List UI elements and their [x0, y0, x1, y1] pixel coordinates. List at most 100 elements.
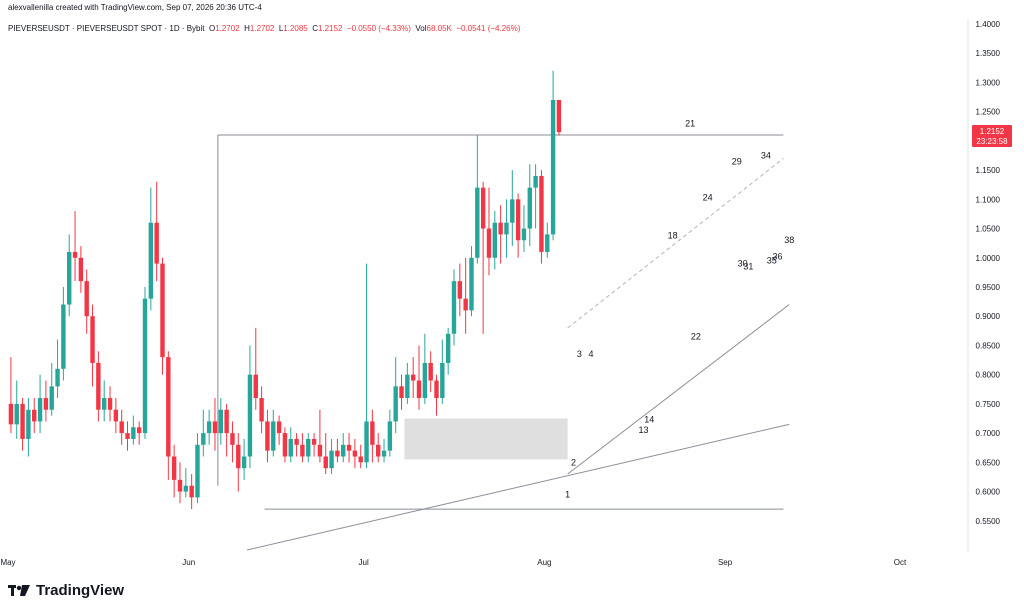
candle-body	[556, 99, 562, 133]
tradingview-brand[interactable]: TradingView	[8, 582, 124, 599]
candle-body	[317, 444, 323, 457]
candle-body	[486, 228, 492, 258]
candle-body	[247, 374, 253, 457]
current-price-label: 1.2152	[980, 127, 1005, 136]
wave-annotation: 38	[784, 235, 794, 245]
wave-annotation: 30	[738, 259, 748, 269]
candle-body	[527, 187, 532, 229]
candle-body	[288, 438, 293, 457]
wave-annotation: 3	[577, 349, 582, 359]
candle-body	[8, 403, 14, 425]
low-label: L	[278, 24, 284, 33]
candle-body	[195, 444, 200, 498]
y-tick-label: 1.3000	[976, 78, 1001, 87]
channel-dashed-line	[567, 158, 784, 329]
candle-body	[90, 316, 95, 363]
change-value: −0.0550 (−4.33%)	[346, 24, 411, 33]
y-tick-label: 1.1500	[976, 166, 1001, 175]
y-tick-label: 1.0000	[976, 254, 1001, 263]
candle-body	[545, 234, 550, 252]
open-label: O	[208, 24, 216, 33]
candle-body	[515, 199, 521, 241]
candle-body	[416, 380, 422, 399]
wave-annotation: 36	[773, 252, 783, 262]
candle-body	[171, 456, 177, 480]
y-tick-label: 0.5500	[976, 517, 1001, 526]
candle-body	[521, 228, 527, 241]
candle-body	[166, 357, 171, 457]
candle-body	[37, 398, 43, 422]
candle-body	[358, 456, 363, 463]
y-tick-label: 0.9500	[976, 283, 1001, 292]
candle-body	[259, 398, 264, 422]
volume-change: −0.0541 (−4.26%)	[456, 24, 521, 33]
x-tick-label: May	[0, 558, 15, 567]
candle-body	[253, 374, 258, 399]
candle-body	[393, 386, 398, 422]
wave-annotation: 13	[638, 425, 648, 435]
candle-body	[26, 409, 31, 439]
candle-body	[469, 257, 474, 311]
volume-value: 68.05K	[426, 24, 452, 33]
candle-body	[498, 222, 503, 235]
close-value: 1.2152	[317, 24, 343, 33]
candle-body	[224, 409, 229, 434]
candle-body	[236, 444, 241, 469]
candle-body	[300, 444, 305, 457]
candle-body	[55, 368, 60, 387]
long-trendline	[246, 423, 790, 551]
candle-body	[96, 362, 101, 410]
candle-body	[440, 362, 445, 399]
candle-body	[183, 485, 189, 492]
candle-body	[14, 403, 19, 425]
open-value: 1.2702	[215, 24, 240, 33]
y-tick-label: 1.4000	[976, 20, 1001, 29]
y-tick-label: 1.0500	[976, 225, 1001, 234]
y-tick-label: 0.7000	[976, 429, 1001, 438]
wave-annotation: 14	[644, 415, 654, 425]
candle-body	[306, 438, 311, 457]
candle-body	[101, 398, 107, 410]
tradingview-logo-icon	[8, 584, 30, 596]
candle-body	[475, 187, 480, 258]
candle-body	[148, 222, 154, 299]
wave-annotation: 24	[703, 193, 713, 203]
high-value: 1.2702	[249, 24, 275, 33]
candle-body	[294, 438, 299, 445]
candle-body	[189, 485, 194, 498]
candle-body	[136, 427, 142, 434]
candle-body	[480, 187, 486, 229]
y-tick-label: 0.6500	[976, 458, 1001, 467]
candle-body	[434, 380, 439, 399]
y-tick-label: 1.1000	[976, 195, 1001, 204]
wave-annotation: 34	[761, 150, 771, 160]
candle-body	[78, 257, 84, 282]
candle-body	[125, 433, 130, 439]
candle-body	[422, 362, 428, 399]
symbol-ohlc-legend: PIEVERSEUSDT · PIEVERSEUSDT SPOT · 1D · …	[8, 24, 520, 33]
candle-body	[492, 222, 498, 258]
x-tick-label: Aug	[537, 558, 551, 567]
candle-body	[370, 421, 375, 445]
close-label: C	[312, 24, 318, 33]
candle-body	[49, 386, 54, 410]
candle-body	[410, 374, 416, 381]
candle-body	[276, 421, 282, 434]
candle-body	[113, 409, 119, 422]
candle-body	[387, 421, 393, 451]
candle-body	[61, 304, 66, 369]
candle-body	[376, 444, 381, 457]
candle-body	[218, 409, 223, 434]
candle-body	[72, 251, 78, 258]
y-tick-label: 0.9000	[976, 312, 1001, 321]
candle-body	[341, 444, 346, 457]
y-tick-label: 0.8000	[976, 371, 1001, 380]
candle-body	[346, 444, 352, 451]
candle-body	[212, 421, 218, 434]
symbol-label[interactable]: PIEVERSEUSDT · PIEVERSEUSDT SPOT · 1D · …	[8, 24, 205, 33]
candle-body	[329, 450, 334, 469]
candle-body	[154, 222, 159, 264]
candle-body	[67, 251, 72, 305]
candle-body	[428, 362, 433, 381]
